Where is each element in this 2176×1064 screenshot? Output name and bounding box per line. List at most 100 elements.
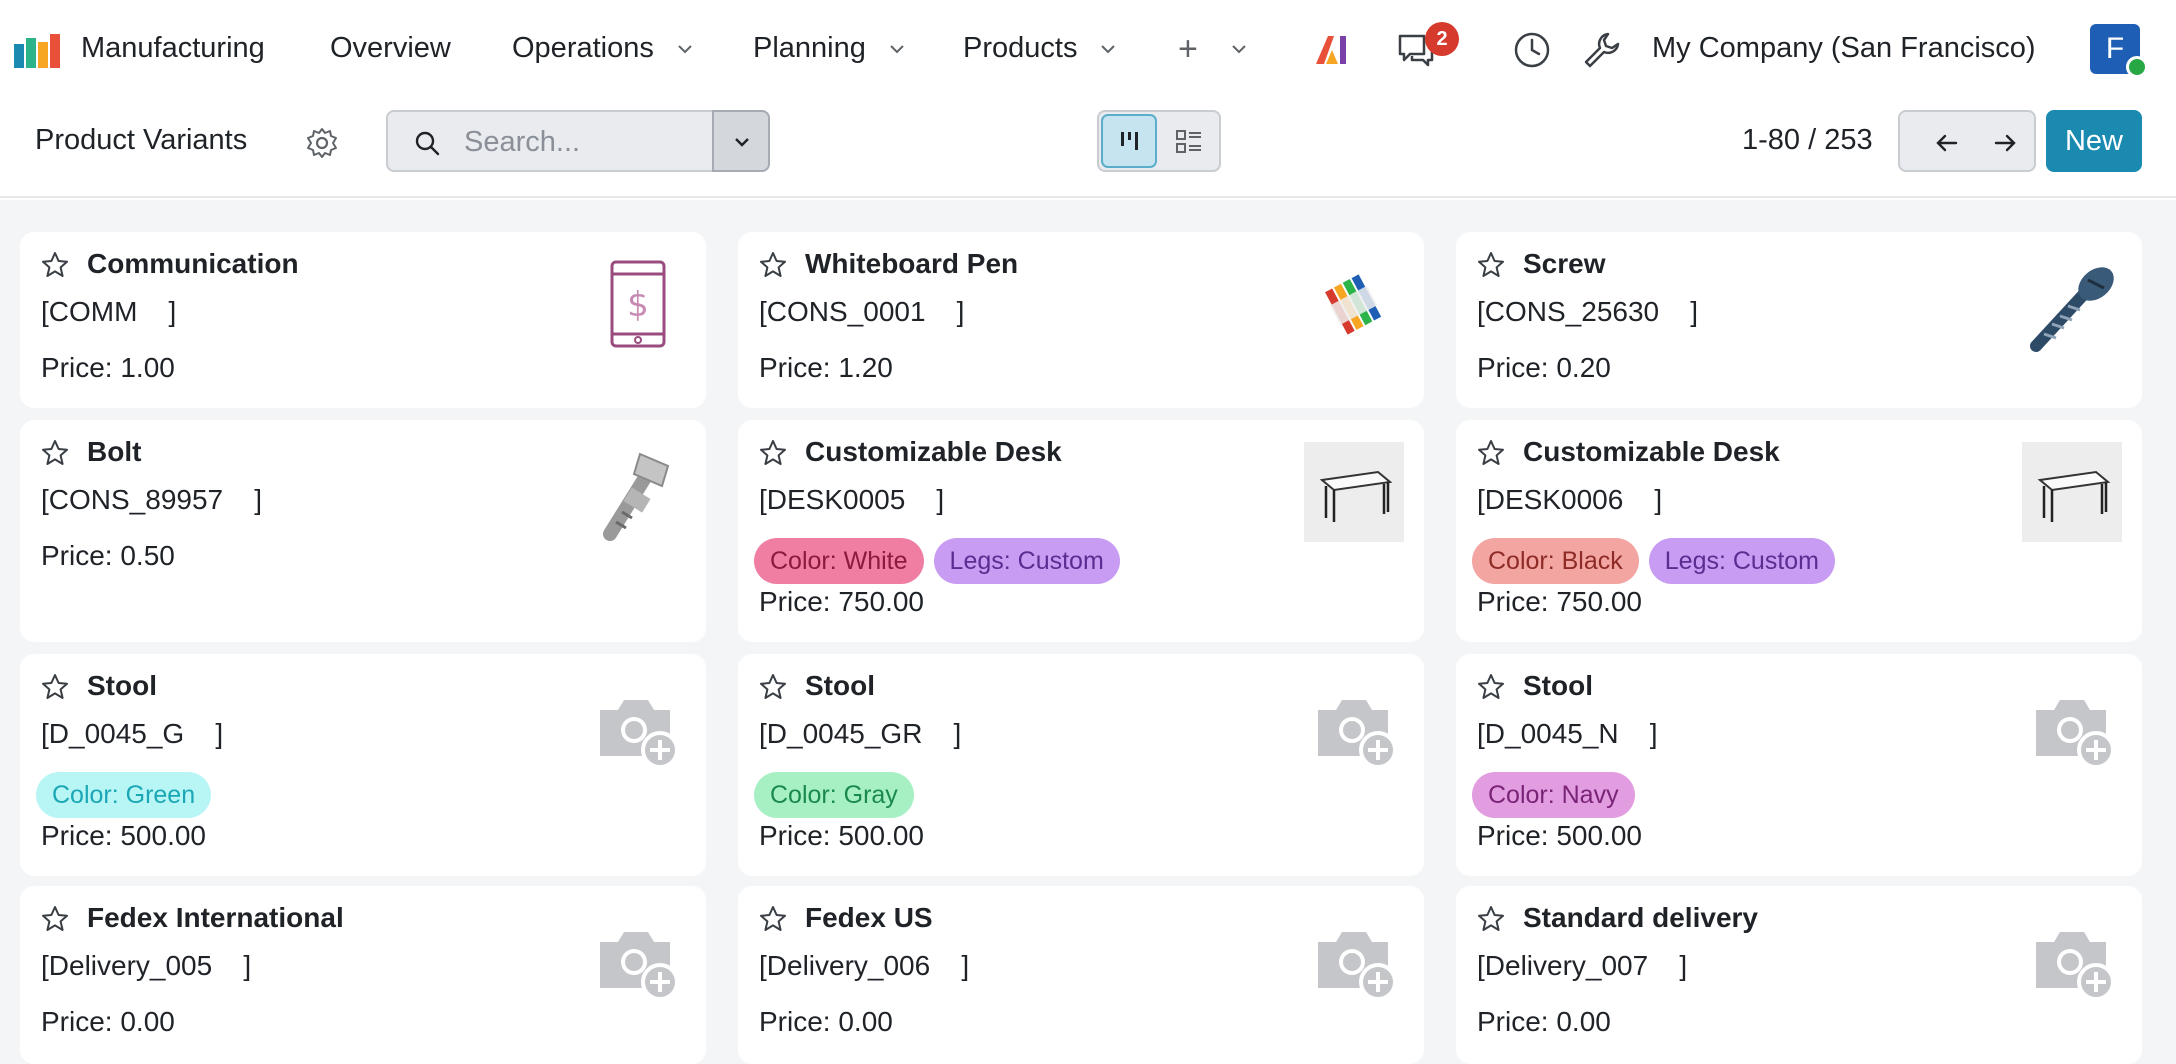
arrow-left-icon[interactable] [1934, 130, 1960, 156]
search-icon [415, 131, 440, 156]
product-reference: [CONS_25630 ] [1477, 296, 1699, 327]
product-card[interactable]: Communication [COMM ] Price: 1.00 $ [20, 232, 706, 408]
desk-image [2022, 442, 2122, 542]
chevron-down-icon [890, 44, 904, 53]
camera-placeholder-icon [1304, 676, 1404, 776]
favorite-star-icon[interactable] [1476, 904, 1506, 934]
kanban-icon [1121, 132, 1138, 150]
product-card[interactable]: Standard delivery [Delivery_007 ] Price: 0… [1456, 886, 2142, 1064]
product-card[interactable]: Stool [D_0045_N ] Color: Navy Price: 500.00 [1456, 654, 2142, 876]
add-menu-button[interactable]: + [1178, 30, 1198, 68]
product-card[interactable]: Stool [D_0045_G ] Color: Green Price: 500.0… [20, 654, 706, 876]
chat-badge: 2 [1425, 22, 1459, 56]
product-reference: [Delivery_007 ] [1477, 950, 1688, 981]
product-name: Fedex International [87, 902, 344, 933]
menu-products[interactable]: Products [963, 32, 1117, 65]
menu-overview[interactable]: Overview [330, 32, 451, 65]
product-card[interactable]: Bolt [CONS_89957 ] Price: 0.50 [20, 420, 706, 642]
list-view-icon[interactable] [1175, 128, 1203, 156]
product-reference: [CONS_0001 ] [759, 296, 965, 327]
menu-label: Operations [512, 32, 654, 64]
product-name: Screw [1523, 248, 1606, 279]
product-reference: [DESK0005 ] [759, 484, 945, 515]
favorite-star-icon[interactable] [1476, 438, 1506, 468]
product-name: Fedex US [805, 902, 933, 933]
favorite-star-icon[interactable] [40, 438, 70, 468]
favorite-star-icon[interactable] [1476, 672, 1506, 702]
kanban-view-button[interactable] [1101, 114, 1157, 168]
camera-placeholder-icon [586, 676, 686, 776]
product-price: Price: 750.00 [1477, 586, 1642, 617]
camera-placeholder-icon [1304, 908, 1404, 1008]
company-switcher[interactable]: My Company (San Francisco) [1652, 32, 2036, 64]
favorite-star-icon[interactable] [758, 438, 788, 468]
favorite-star-icon[interactable] [40, 672, 70, 702]
favorite-star-icon[interactable] [1476, 250, 1506, 280]
product-price: Price: 500.00 [759, 820, 924, 851]
product-price: Price: 0.00 [41, 1006, 175, 1037]
product-price: Price: 750.00 [759, 586, 924, 617]
product-card[interactable]: Stool [D_0045_GR ] Color: Gray Price: 500.0… [738, 654, 1424, 876]
product-card[interactable]: Whiteboard Pen [CONS_0001 ] Price: 1.20 [738, 232, 1424, 408]
favorite-star-icon[interactable] [40, 250, 70, 280]
search-options-toggle[interactable] [712, 110, 770, 172]
product-name: Stool [805, 670, 875, 701]
product-name: Stool [87, 670, 157, 701]
product-price: Price: 500.00 [1477, 820, 1642, 851]
favorite-star-icon[interactable] [40, 904, 70, 934]
product-name: Communication [87, 248, 299, 279]
attribute-tags: Color: Black Legs: Custom [1472, 538, 1836, 584]
product-card[interactable]: Customizable Desk [DESK0006 ] Color: Black… [1456, 420, 2142, 642]
gear-icon[interactable] [305, 126, 339, 160]
product-name: Customizable Desk [805, 436, 1062, 467]
attribute-tag: Color: Gray [754, 772, 914, 818]
product-reference: [COMM ] [41, 296, 177, 327]
wrench-icon[interactable] [1582, 30, 1622, 70]
menu-planning[interactable]: Planning [753, 32, 906, 65]
arrow-right-icon[interactable] [1992, 130, 2018, 156]
desk-image [1304, 442, 1404, 542]
new-button[interactable]: New [2046, 110, 2142, 172]
product-price: Price: 500.00 [41, 820, 206, 851]
control-panel: Product Variants 1-80 / 253 [0, 100, 2176, 198]
pager-buttons [1898, 110, 2036, 172]
menu-label: Planning [753, 32, 866, 64]
attribute-tag: Color: Navy [1472, 772, 1635, 818]
clock-icon[interactable] [1512, 30, 1552, 70]
favorite-star-icon[interactable] [758, 250, 788, 280]
screw-image [2022, 254, 2122, 354]
chevron-down-icon [678, 44, 692, 53]
product-price: Price: 0.20 [1477, 352, 1611, 383]
pager-value[interactable]: 1-80 / 253 [1742, 124, 1873, 156]
search-input[interactable] [464, 122, 704, 162]
attribute-tag: Color: White [754, 538, 924, 584]
manufacturing-app-icon[interactable] [12, 30, 62, 70]
app-name[interactable]: Manufacturing [81, 32, 265, 64]
product-card[interactable]: Fedex International [Delivery_005 ] Price:… [20, 886, 706, 1064]
attribute-tag: Color: Green [36, 772, 212, 818]
product-card[interactable]: Screw [CONS_25630 ] Price: 0.20 [1456, 232, 2142, 408]
chevron-down-icon [735, 138, 749, 147]
favorite-star-icon[interactable] [758, 672, 788, 702]
product-name: Customizable Desk [1523, 436, 1780, 467]
online-status-dot [2126, 56, 2148, 78]
chevron-down-icon[interactable] [1230, 40, 1248, 58]
attribute-tags: Color: Gray [754, 772, 914, 818]
page-title: Product Variants [35, 124, 248, 156]
product-price: Price: 1.20 [759, 352, 893, 383]
bolt-image [586, 442, 686, 542]
product-reference: [D_0045_GR ] [759, 718, 962, 749]
favorite-star-icon[interactable] [758, 904, 788, 934]
product-card[interactable]: Customizable Desk [DESK0005 ] Color: White… [738, 420, 1424, 642]
ai-icon[interactable] [1312, 30, 1352, 70]
menu-operations[interactable]: Operations [512, 32, 694, 65]
product-reference: [D_0045_G ] [41, 718, 224, 749]
product-card[interactable]: Fedex US [Delivery_006 ] Price: 0.00 [738, 886, 1424, 1064]
menu-label: Overview [330, 32, 451, 64]
product-reference: [CONS_89957 ] [41, 484, 263, 515]
search-bar [386, 110, 713, 172]
top-navbar: Manufacturing Overview Operations Planni… [0, 0, 2176, 100]
attribute-tag: Color: Black [1472, 538, 1639, 584]
markers-image [1304, 254, 1404, 354]
camera-placeholder-icon [2022, 908, 2122, 1008]
